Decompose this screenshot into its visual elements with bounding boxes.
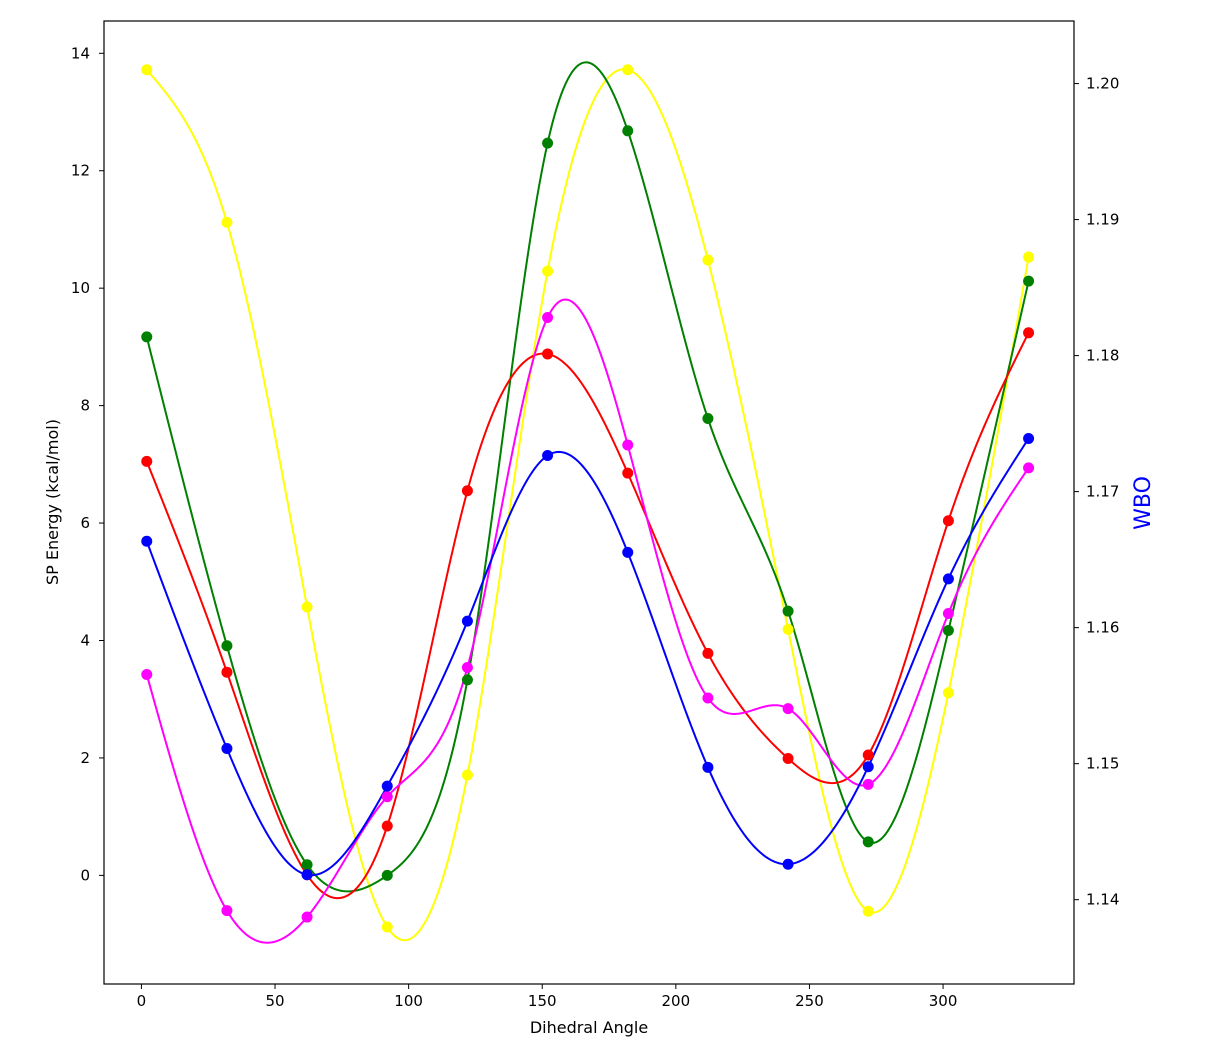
series-line-green [145, 61, 1030, 893]
data-point-magenta [221, 905, 233, 917]
y-tick-label: 14 [71, 44, 90, 62]
data-point-magenta [862, 778, 874, 790]
y2-tick-label: 1.14 [1086, 891, 1119, 909]
data-point-green [381, 869, 393, 881]
data-point-green [702, 413, 714, 425]
series-line-red [145, 332, 1030, 900]
data-point-magenta [461, 662, 473, 674]
data-point-blue [782, 858, 794, 870]
x-tick-label: 0 [137, 992, 147, 1010]
data-point-blue [141, 535, 153, 547]
data-point-yellow [381, 921, 393, 933]
data-point-blue [1023, 432, 1035, 444]
data-point-yellow [461, 769, 473, 781]
y-tick-label: 2 [80, 749, 90, 767]
y2-tick-label: 1.19 [1086, 211, 1119, 229]
y2-tick-label: 1.20 [1086, 75, 1119, 93]
data-point-magenta [141, 669, 153, 681]
data-point-blue [542, 450, 554, 462]
data-point-red [862, 749, 874, 761]
data-point-blue [221, 743, 233, 755]
data-point-green [141, 331, 153, 343]
x-tick-label: 250 [795, 992, 824, 1010]
data-point-green [782, 605, 794, 617]
y2-tick-label: 1.18 [1086, 347, 1119, 365]
data-point-yellow [141, 64, 153, 76]
y-tick-label: 0 [80, 866, 90, 884]
data-point-magenta [702, 692, 714, 704]
data-point-blue [461, 615, 473, 627]
data-point-magenta [542, 312, 554, 324]
data-point-red [542, 348, 554, 360]
data-point-green [862, 836, 874, 848]
data-point-blue [301, 869, 313, 881]
data-point-green [622, 125, 634, 137]
data-point-red [381, 820, 393, 832]
data-point-green [221, 640, 233, 652]
data-point-magenta [622, 439, 634, 451]
x-tick-label: 300 [929, 992, 958, 1010]
x-tick-label: 50 [265, 992, 284, 1010]
data-point-red [221, 666, 233, 678]
data-point-red [942, 515, 954, 527]
data-point-yellow [782, 623, 794, 635]
y-axis-title: SP Energy (kcal/mol) [43, 419, 62, 585]
data-point-red [1023, 327, 1035, 339]
series-line-blue [145, 437, 1030, 877]
series-line-yellow [145, 68, 1030, 942]
y-tick-label: 12 [71, 162, 90, 180]
data-point-blue [702, 761, 714, 773]
data-point-yellow [301, 601, 313, 613]
data-point-red [141, 455, 153, 467]
data-point-yellow [1023, 251, 1035, 263]
y-tick-label: 6 [80, 514, 90, 532]
data-point-red [702, 647, 714, 659]
data-point-yellow [702, 254, 714, 266]
data-point-yellow [622, 64, 634, 76]
data-point-blue [622, 546, 634, 558]
data-point-blue [942, 573, 954, 585]
data-point-red [461, 485, 473, 497]
x-axis-title: Dihedral Angle [530, 1018, 648, 1037]
data-point-blue [862, 761, 874, 773]
data-point-magenta [782, 703, 794, 715]
y2-tick-label: 1.17 [1086, 483, 1119, 501]
data-point-magenta [1023, 462, 1035, 474]
data-point-magenta [301, 911, 313, 923]
data-point-yellow [221, 216, 233, 228]
data-point-yellow [942, 687, 954, 699]
data-point-green [1023, 275, 1035, 287]
y-tick-label: 10 [71, 279, 90, 297]
plot-frame [103, 20, 1075, 985]
x-tick-label: 200 [662, 992, 691, 1010]
data-point-green [942, 625, 954, 637]
x-tick-label: 150 [528, 992, 557, 1010]
data-point-red [622, 467, 634, 479]
data-point-red [782, 753, 794, 765]
data-point-blue [381, 780, 393, 792]
y-tick-label: 4 [80, 631, 90, 649]
y2-tick-label: 1.15 [1086, 755, 1119, 773]
data-point-magenta [381, 791, 393, 803]
x-tick-label: 100 [394, 992, 423, 1010]
series-line-magenta [145, 298, 1030, 944]
data-point-magenta [942, 607, 954, 619]
data-point-green [301, 859, 313, 871]
data-point-yellow [542, 265, 554, 277]
y-tick-label: 8 [80, 397, 90, 415]
data-point-green [542, 137, 554, 149]
data-point-green [461, 674, 473, 686]
data-point-yellow [862, 905, 874, 917]
y2-tick-label: 1.16 [1086, 619, 1119, 637]
y2-axis-title: WBO [1131, 476, 1156, 530]
